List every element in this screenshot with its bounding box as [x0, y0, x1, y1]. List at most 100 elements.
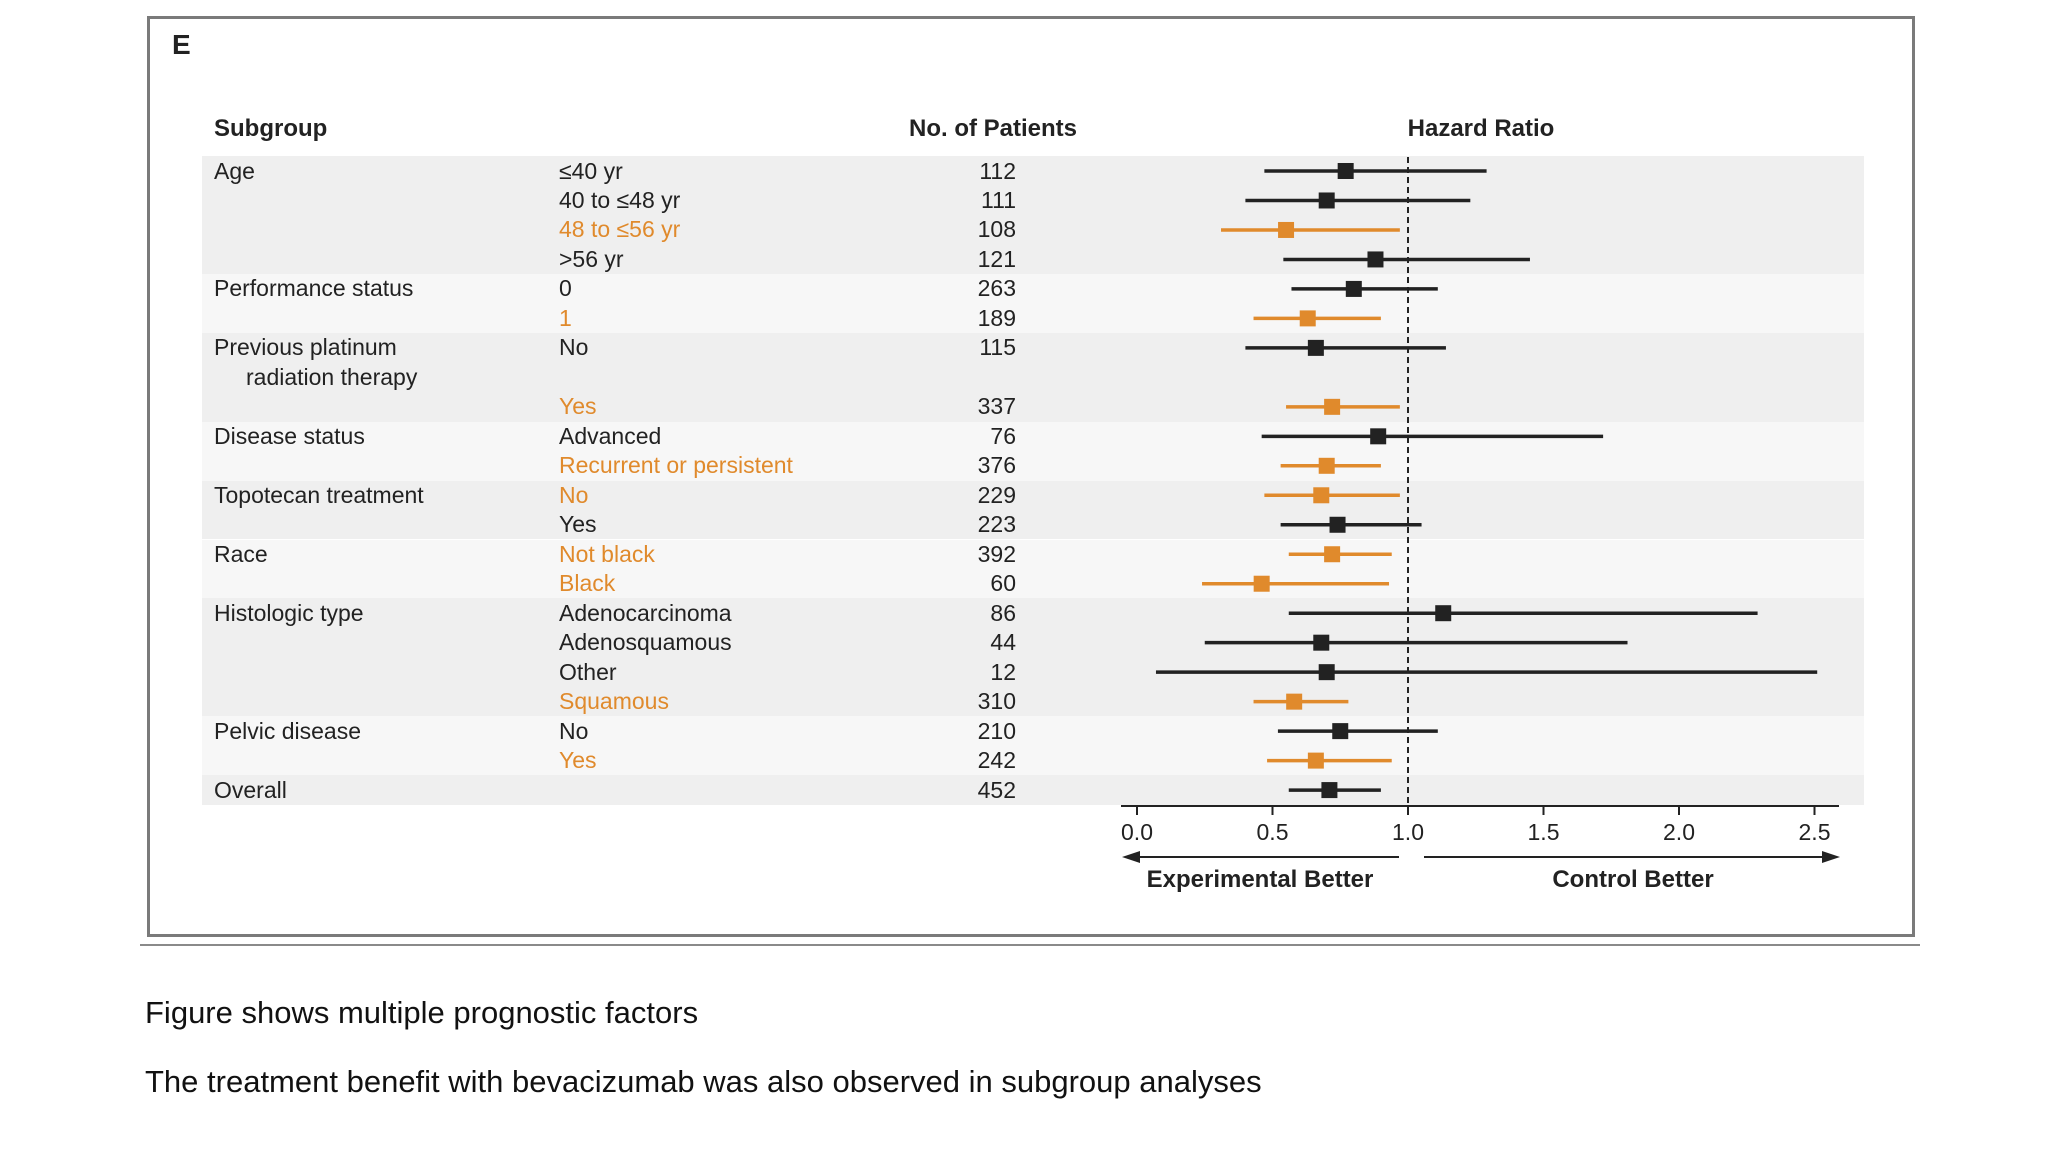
row-patients: 121	[977, 245, 1016, 272]
group-label-line2: radiation therapy	[246, 363, 418, 390]
hr-marker	[1345, 280, 1362, 297]
row-patients: 310	[977, 688, 1016, 715]
hr-marker	[1324, 398, 1341, 415]
x-tick-label: 2.5	[1798, 818, 1831, 845]
group-band	[202, 156, 1864, 275]
hr-marker	[1278, 221, 1295, 238]
row-patients: 189	[977, 304, 1016, 331]
row-level: 1	[559, 304, 572, 331]
left-arrow-icon	[1122, 851, 1140, 863]
hr-marker	[1286, 693, 1303, 710]
group-band	[202, 598, 1864, 717]
group-label: Histologic type	[214, 599, 364, 626]
row-level: ≤40 yr	[559, 157, 623, 184]
row-patients: 108	[977, 216, 1016, 243]
row-level: Yes	[559, 511, 597, 538]
header-patients: No. of Patients	[908, 114, 1078, 142]
row-patients: 44	[990, 629, 1016, 656]
row-level: Adenocarcinoma	[559, 599, 732, 626]
x-tick-label: 2.0	[1663, 818, 1695, 845]
hr-marker	[1253, 575, 1270, 592]
right-arrow-icon	[1822, 851, 1840, 863]
row-level: Squamous	[559, 688, 669, 715]
row-level: Adenosquamous	[559, 629, 732, 656]
row-level: 0	[559, 275, 572, 302]
row-level: 40 to ≤48 yr	[559, 186, 681, 213]
group-label: Race	[214, 540, 268, 567]
hr-marker	[1324, 546, 1341, 563]
hr-marker	[1329, 516, 1346, 533]
control-better-label: Control Better	[1552, 865, 1714, 893]
x-tick-label: 0.0	[1121, 818, 1153, 845]
group-label: Overall	[214, 776, 287, 803]
row-level: No	[559, 334, 589, 361]
group-band	[202, 480, 1864, 540]
row-level: No	[559, 481, 589, 508]
row-patients: 229	[977, 481, 1016, 508]
hr-marker	[1435, 605, 1452, 622]
header-subgroup: Subgroup	[214, 114, 328, 142]
hr-marker	[1307, 752, 1324, 769]
row-patients: 223	[977, 511, 1016, 538]
hr-marker	[1318, 664, 1335, 681]
x-tick-label: 0.5	[1256, 818, 1289, 845]
header-hazard-ratio: Hazard Ratio	[1407, 114, 1555, 142]
group-band	[202, 539, 1864, 599]
group-label: Previous platinum	[214, 334, 397, 361]
group-label: Topotecan treatment	[214, 481, 424, 508]
divider	[140, 944, 1920, 946]
hr-marker	[1313, 487, 1330, 504]
row-patients: 337	[977, 393, 1016, 420]
row-level: Not black	[559, 540, 655, 567]
row-patients: 376	[977, 452, 1016, 479]
group-label: Disease status	[214, 422, 365, 449]
row-level: 48 to ≤56 yr	[559, 216, 681, 243]
row-patients: 86	[990, 599, 1016, 626]
row-patients: 242	[977, 747, 1016, 774]
hr-marker	[1332, 723, 1349, 740]
hr-marker	[1367, 251, 1384, 268]
caption-line-1: Figure shows multiple prognostic factors	[145, 995, 699, 1030]
row-level: Other	[559, 658, 617, 685]
group-band	[202, 775, 1864, 805]
hr-marker	[1337, 163, 1354, 179]
row-level: No	[559, 717, 589, 744]
row-patients: 115	[979, 334, 1016, 361]
group-band	[202, 274, 1864, 334]
x-tick-label: 1.5	[1527, 818, 1560, 845]
hr-marker	[1370, 428, 1387, 445]
row-patients: 111	[981, 186, 1016, 213]
panel-label: E	[172, 29, 191, 60]
row-level: Black	[559, 570, 616, 597]
hr-marker	[1313, 634, 1330, 651]
group-band	[202, 333, 1864, 422]
row-level: Yes	[559, 393, 597, 420]
row-patients: 112	[979, 157, 1016, 184]
group-band	[202, 421, 1864, 481]
row-patients: 452	[977, 776, 1016, 803]
row-patients: 60	[990, 570, 1016, 597]
group-label: Performance status	[214, 275, 414, 302]
row-level: Recurrent or persistent	[559, 452, 793, 479]
row-patients: 76	[990, 422, 1016, 449]
figure-frame	[147, 16, 1915, 937]
hr-marker	[1318, 192, 1335, 209]
row-level: Yes	[559, 747, 597, 774]
row-patients: 210	[977, 717, 1016, 744]
row-patients: 263	[977, 275, 1016, 302]
experimental-better-label: Experimental Better	[1146, 865, 1374, 893]
row-patients: 12	[990, 658, 1016, 685]
row-level: Advanced	[559, 422, 662, 449]
hr-marker	[1321, 782, 1338, 799]
group-label: Age	[214, 157, 255, 184]
x-tick-label: 1.0	[1392, 818, 1424, 845]
caption-line-2: The treatment benefit with bevacizumab w…	[145, 1064, 1262, 1099]
hr-marker	[1307, 339, 1324, 356]
group-band	[202, 716, 1864, 776]
hr-marker	[1318, 457, 1335, 474]
row-patients: 392	[977, 540, 1016, 567]
group-label: Pelvic disease	[214, 717, 362, 744]
row-level: >56 yr	[559, 245, 624, 272]
hr-marker	[1299, 310, 1316, 327]
